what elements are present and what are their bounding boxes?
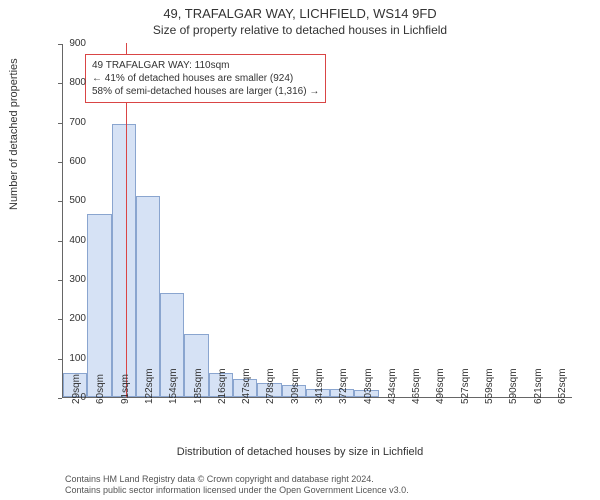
histogram-bar [87,214,111,397]
page-title-line1: 49, TRAFALGAR WAY, LICHFIELD, WS14 9FD [0,0,600,21]
y-tick-label: 700 [46,117,86,128]
y-tick-mark [58,44,62,45]
y-axis-label: Number of detached properties [8,58,20,210]
y-tick-label: 900 [46,38,86,49]
y-tick-label: 300 [46,274,86,285]
y-tick-label: 200 [46,313,86,324]
y-tick-label: 600 [46,156,86,167]
y-tick-label: 500 [46,195,86,206]
y-tick-label: 400 [46,235,86,246]
y-tick-mark [58,241,62,242]
histogram-bar [136,196,160,397]
y-tick-mark [58,319,62,320]
y-tick-mark [58,201,62,202]
y-tick-label: 100 [46,353,86,364]
footer-line2: Contains public sector information licen… [65,485,409,496]
y-tick-mark [58,83,62,84]
y-tick-mark [58,123,62,124]
histogram-bar [112,124,136,397]
annotation-callout: 49 TRAFALGAR WAY: 110sqm← 41% of detache… [85,54,326,103]
annotation-line: 49 TRAFALGAR WAY: 110sqm [92,59,319,72]
chart-plot-area: 49 TRAFALGAR WAY: 110sqm← 41% of detache… [62,44,572,398]
annotation-line: ← 41% of detached houses are smaller (92… [92,72,319,85]
footer-line1: Contains HM Land Registry data © Crown c… [65,474,409,485]
annotation-line: 58% of semi-detached houses are larger (… [92,85,319,98]
y-tick-mark [58,162,62,163]
y-tick-mark [58,359,62,360]
y-tick-label: 800 [46,77,86,88]
x-axis-label: Distribution of detached houses by size … [0,446,600,458]
y-tick-mark [58,398,62,399]
y-tick-mark [58,280,62,281]
footer-attribution: Contains HM Land Registry data © Crown c… [65,474,409,497]
page-title-line2: Size of property relative to detached ho… [0,21,600,37]
